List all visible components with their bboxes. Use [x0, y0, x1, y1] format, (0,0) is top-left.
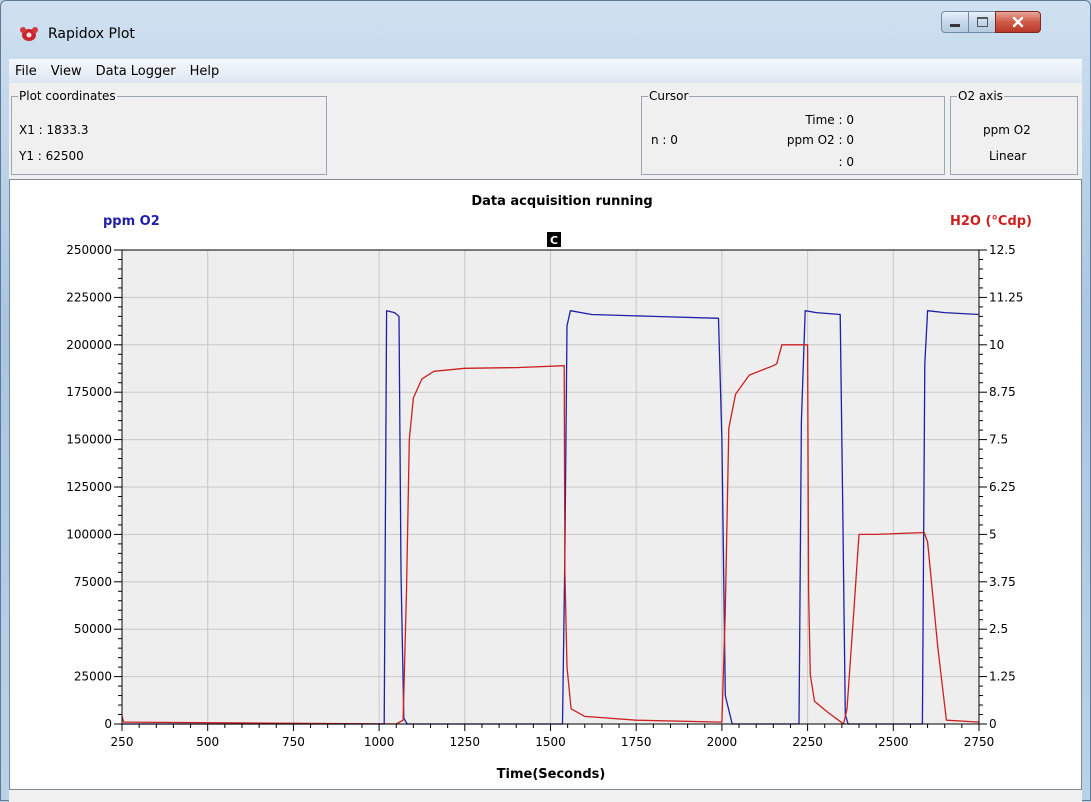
- x-tick-label: 1750: [621, 735, 652, 749]
- chart[interactable]: Data acquisition running ppm O2 H2O (°Cd…: [10, 180, 1081, 789]
- y-right-tick-label: 0: [989, 717, 997, 731]
- y-right-tick-label: 7.5: [989, 433, 1008, 447]
- y-left-tick-label: 125000: [66, 480, 112, 494]
- menu-data-logger[interactable]: Data Logger: [95, 63, 176, 79]
- cursor-marker[interactable]: C: [547, 232, 561, 247]
- y-right-tick-label: 8.75: [989, 385, 1016, 399]
- y-right-tick-label: 11.25: [989, 290, 1023, 304]
- o2-axis-group: O2 axis ppm O2 Linear: [950, 89, 1078, 175]
- close-button[interactable]: [995, 11, 1041, 33]
- x-tick-label: 1500: [535, 735, 566, 749]
- menu-help[interactable]: Help: [189, 63, 220, 79]
- h2o-series-line: [121, 344, 980, 725]
- info-panel-area: Plot coordinates X1 : 1833.3 Y1 : 62500 …: [9, 83, 1082, 179]
- y-left-tick-label: 250000: [66, 243, 112, 257]
- chart-title: Data acquisition running: [471, 194, 652, 209]
- cursor-third: : 0: [838, 155, 855, 169]
- axes: 250 500 750 1000 1250 1500 1750 2000 2250 2500 275…: [66, 243, 1023, 749]
- cursor-legend: Cursor: [649, 89, 689, 103]
- x-tick-label: 2250: [792, 735, 823, 749]
- x-tick-label: 1000: [364, 735, 395, 749]
- app-logo-icon: [20, 27, 38, 41]
- cursor-time: Time : 0: [805, 113, 854, 127]
- x-tick-label: 250: [111, 735, 134, 749]
- y-left-tick-label: 0: [104, 717, 112, 731]
- cursor-group: Cursor n : 0 Time : 0 ppm O2 : 0 : 0: [641, 89, 945, 175]
- status-strip: [9, 790, 1082, 802]
- plot-coordinates-group: Plot coordinates X1 : 1833.3 Y1 : 62500: [11, 89, 327, 175]
- y-left-tick-label: 200000: [66, 338, 112, 352]
- y-left-tick-label: 175000: [66, 385, 112, 399]
- menu-file[interactable]: File: [15, 63, 37, 79]
- cursor-ppm: ppm O2 : 0: [786, 133, 854, 147]
- minimize-button[interactable]: [941, 11, 969, 33]
- close-icon: [1012, 16, 1024, 28]
- o2-axis-scale: Linear: [989, 149, 1027, 163]
- menu-bar: File View Data Logger Help: [9, 59, 1082, 83]
- y-right-tick-label: 5: [989, 527, 997, 541]
- y-left-tick-label: 25000: [74, 670, 112, 684]
- x-tick-label: 500: [196, 735, 219, 749]
- y-left-tick-label: 150000: [66, 433, 112, 447]
- y-right-tick-label: 6.25: [989, 480, 1016, 494]
- menu-view[interactable]: View: [50, 63, 82, 79]
- x-tick-label: 750: [282, 735, 305, 749]
- cursor-n: n : 0: [651, 133, 678, 147]
- o2-axis-unit: ppm O2: [983, 123, 1031, 137]
- x-tick-label: 1250: [450, 735, 481, 749]
- y-left-tick-label: 50000: [74, 622, 112, 636]
- y-right-tick-label: 3.75: [989, 575, 1016, 589]
- y-right-tick-label: 2.5: [989, 622, 1008, 636]
- maximize-button[interactable]: [968, 11, 996, 33]
- plot-area[interactable]: Data acquisition running ppm O2 H2O (°Cd…: [9, 179, 1082, 790]
- x-tick-label: 2000: [707, 735, 738, 749]
- y-right-tick-label: 1.25: [989, 670, 1016, 684]
- x-axis-label: Time(Seconds): [497, 767, 606, 782]
- x-tick-label: 2500: [878, 735, 909, 749]
- right-axis-label: H2O (°Cdp): [950, 214, 1032, 229]
- x1-value: X1 : 1833.3: [19, 123, 89, 137]
- left-axis-label: ppm O2: [103, 214, 160, 229]
- y-left-tick-label: 75000: [74, 575, 112, 589]
- y-right-tick-label: 12.5: [989, 243, 1016, 257]
- y1-value: Y1 : 62500: [19, 149, 84, 163]
- maximize-icon: [976, 17, 988, 27]
- x-tick-label: 2750: [964, 735, 995, 749]
- window-title: Rapidox Plot: [48, 26, 135, 42]
- cursor-marker-label: C: [550, 234, 558, 247]
- minimize-icon: [950, 23, 960, 27]
- y-left-tick-label: 100000: [66, 527, 112, 541]
- plot-coordinates-legend: Plot coordinates: [19, 89, 116, 103]
- o2-axis-legend: O2 axis: [958, 89, 1003, 103]
- y-right-tick-label: 10: [989, 338, 1004, 352]
- title-bar[interactable]: Rapidox Plot: [1, 1, 1090, 57]
- y-left-tick-label: 225000: [66, 290, 112, 304]
